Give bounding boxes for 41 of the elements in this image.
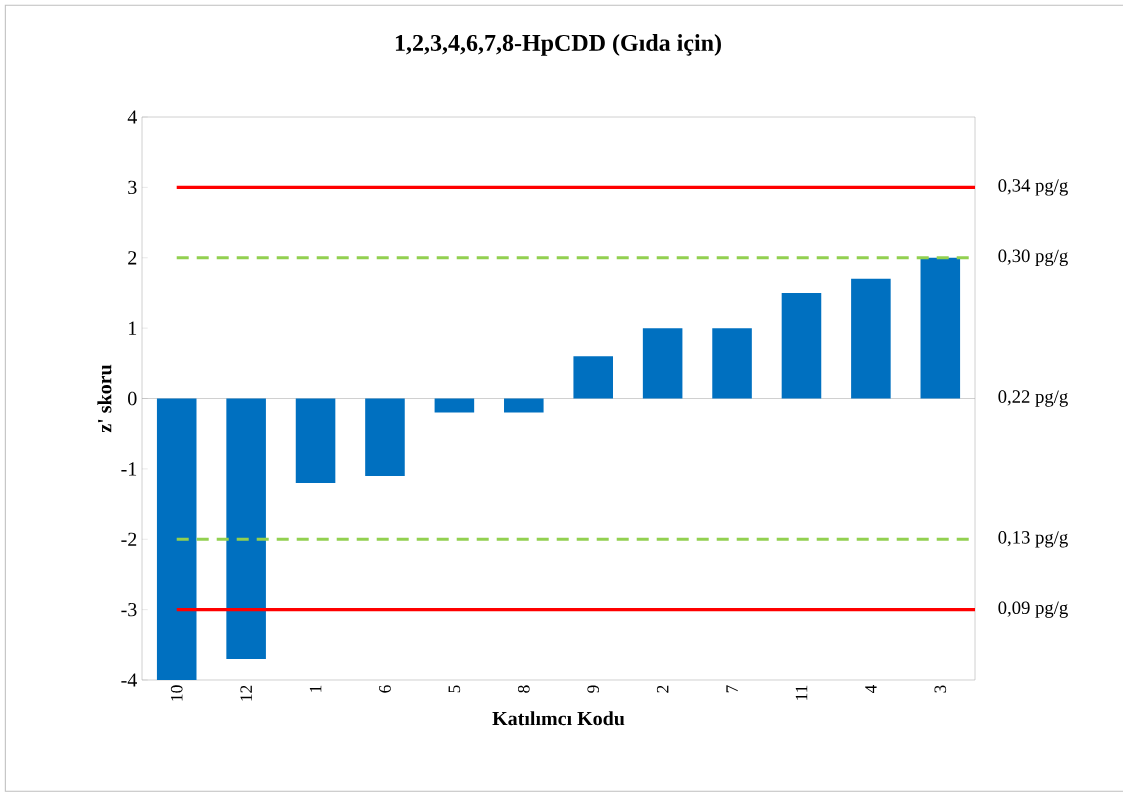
- bar: [504, 398, 544, 413]
- y-axis-title: z' skoru: [97, 364, 112, 433]
- x-tick-label: 5: [448, 685, 461, 693]
- bar: [156, 398, 197, 680]
- x-tick-label: 12: [240, 685, 252, 701]
- ref-line-label: 0,34 pg/g: [998, 179, 1068, 196]
- x-tick-label: 2: [656, 685, 669, 693]
- bar: [434, 398, 475, 413]
- y-tick-label: -1: [121, 462, 137, 476]
- x-tick-label: 6: [379, 685, 391, 693]
- x-tick-label: 10: [170, 685, 183, 701]
- ref-line-label: 0,13 pg/g: [998, 531, 1068, 548]
- bar: [781, 292, 822, 399]
- x-tick-label: 8: [517, 685, 530, 693]
- bar: [642, 328, 683, 399]
- x-axis-title: Katılımcı Kodu: [492, 711, 625, 726]
- y-tick-label: -4: [121, 673, 137, 687]
- ref-line-label: 0,30 pg/g: [998, 249, 1068, 266]
- y-tick-label: -3: [121, 602, 137, 617]
- y-tick-label: 0: [128, 391, 137, 406]
- y-tick-label: 4: [127, 110, 137, 124]
- bar: [365, 398, 405, 476]
- ref-line-label: 0,09 pg/g: [998, 601, 1068, 618]
- bar: [226, 398, 266, 659]
- x-tick-label: 1: [309, 685, 322, 692]
- y-tick-label: 3: [128, 180, 137, 195]
- y-tick-label: 2: [128, 251, 137, 265]
- x-tick-label: 9: [587, 685, 600, 693]
- bar: [920, 257, 961, 399]
- x-tick-label: 7: [726, 685, 738, 693]
- chart-title: 1,2,3,4,6,7,8-HpCDD (Gıda için): [395, 34, 721, 56]
- x-tick-label: 4: [865, 684, 877, 694]
- x-tick-label: 11: [795, 685, 808, 700]
- bar: [295, 398, 336, 483]
- y-tick-label: -2: [121, 532, 137, 546]
- bar: [851, 278, 891, 399]
- x-tick-label: 3: [934, 685, 947, 693]
- y-tick-label: 1: [129, 321, 137, 335]
- text: 0,22 pg/g: [998, 390, 1068, 407]
- bar: [573, 356, 613, 399]
- bar: [712, 328, 752, 399]
